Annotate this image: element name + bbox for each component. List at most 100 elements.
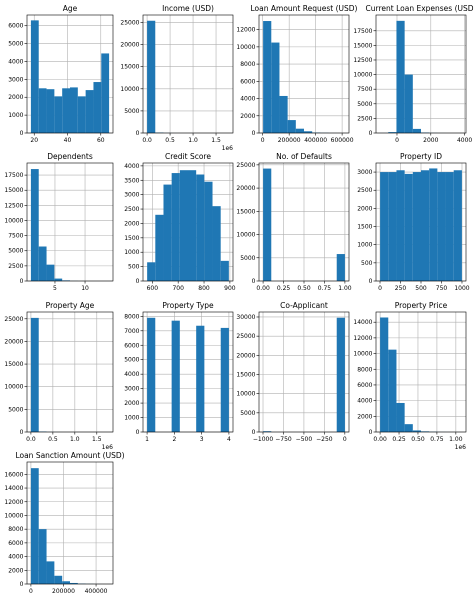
y-tick-label: 8000 (124, 313, 139, 320)
bar (220, 327, 229, 432)
x-tick-label: 200000 (52, 588, 75, 595)
x-tick-label: 1.5 (211, 137, 221, 144)
x-tick-label: 1 (145, 436, 149, 443)
y-tick-label: 2500 (357, 187, 372, 194)
bar (263, 21, 272, 133)
y-tick-label: 0 (20, 130, 24, 137)
y-tick-label: 2500 (8, 263, 23, 270)
chart-title: Income (USD) (162, 4, 214, 13)
y-tick-label: 3500 (124, 177, 139, 184)
x-tick-label: 0.75 (318, 285, 332, 292)
bar (101, 53, 110, 133)
y-tick-label: 0 (136, 278, 140, 285)
x-tick-label: 0 (343, 436, 347, 443)
bar (171, 320, 180, 432)
x-tick-label: 0 (395, 137, 399, 144)
plot-frame (26, 14, 114, 134)
y-tick-label: 3000 (124, 192, 139, 199)
x-tick-label: 1.00 (449, 436, 463, 443)
bar (336, 254, 345, 281)
y-tick-label: 8000 (8, 526, 23, 533)
y-tick-label: 500 (128, 264, 140, 271)
x-tick-label: 2000 (423, 137, 438, 144)
x-tick-label: 1.0 (188, 137, 198, 144)
y-tick-label: 1500 (124, 235, 139, 242)
y-tick-label: 12000 (353, 335, 372, 342)
bar (163, 184, 172, 281)
bar (388, 349, 397, 432)
y-tick-label: 17500 (4, 172, 23, 179)
x-tick-label: −500 (296, 436, 313, 443)
y-tick-label: 4000 (240, 96, 255, 103)
x-tick-label: 800 (198, 285, 210, 292)
x-tick-label: 0.25 (392, 436, 406, 443)
y-tick-label: 0 (369, 278, 373, 285)
x-offset-label: 1e6 (102, 444, 114, 451)
x-tick-label: −250 (316, 436, 333, 443)
y-tick-label: 15000 (353, 42, 372, 49)
x-tick-label: 250 (395, 285, 407, 292)
y-tick-label: 7500 (8, 233, 23, 240)
y-tick-label: 5000 (124, 108, 139, 115)
bar (396, 20, 405, 133)
y-tick-label: 5000 (8, 248, 23, 255)
bar (147, 262, 156, 281)
plot-frame (375, 14, 467, 134)
bar (263, 168, 272, 281)
x-tick-label: 0.5 (48, 436, 58, 443)
y-tick-label: 8000 (357, 366, 372, 373)
x-tick-label: 0.0 (26, 436, 36, 443)
y-tick-label: 0 (252, 278, 256, 285)
y-tick-label: 12500 (353, 57, 372, 64)
y-tick-label: 12500 (4, 202, 23, 209)
x-tick-label: 0.00 (256, 285, 270, 292)
bar (38, 529, 47, 584)
bar (380, 172, 389, 281)
bar (412, 128, 421, 133)
y-tick-label: 6000 (357, 382, 372, 389)
x-tick-label: 0 (378, 285, 382, 292)
bar (171, 173, 180, 281)
y-tick-label: 15000 (120, 64, 139, 71)
y-tick-label: 17500 (353, 28, 372, 35)
plot-frame (375, 311, 467, 433)
plot-frame (26, 461, 114, 585)
x-tick-label: 400000 (304, 137, 327, 144)
bar (453, 170, 462, 281)
bar (295, 128, 304, 133)
y-tick-label: 30000 (236, 314, 255, 321)
plot-frame (258, 311, 350, 433)
y-tick-label: 6000 (8, 540, 23, 547)
y-tick-label: 10000 (4, 384, 23, 391)
x-tick-label: 0.5 (165, 137, 175, 144)
y-tick-label: 2000 (124, 220, 139, 227)
y-tick-label: 2500 (357, 115, 372, 122)
chart-title: Credit Score (165, 152, 211, 161)
bar (271, 42, 280, 133)
x-tick-label: 1.5 (92, 436, 102, 443)
y-tick-label: 25000 (236, 333, 255, 340)
y-tick-label: 0 (369, 130, 373, 137)
bar (38, 88, 47, 133)
bar (404, 173, 413, 281)
x-tick-label: 0.25 (277, 285, 291, 292)
chart-title: Current Loan Expenses (USD) (366, 4, 474, 13)
y-tick-label: 5000 (124, 357, 139, 364)
bar (204, 181, 213, 281)
y-tick-label: 16000 (4, 471, 23, 478)
chart-title: Property Age (46, 301, 95, 310)
chart-title: No. of Defaults (276, 152, 332, 161)
y-tick-label: 5000 (8, 41, 23, 48)
y-tick-label: 10000 (4, 512, 23, 519)
x-tick-label: −1000 (253, 436, 273, 443)
x-tick-label: 750 (436, 285, 448, 292)
bar (429, 168, 438, 281)
x-tick-label: 700 (172, 285, 184, 292)
plot-frame (258, 162, 350, 282)
chart-title: Loan Sanction Amount (USD) (15, 451, 124, 460)
y-tick-label: 20000 (236, 185, 255, 192)
y-tick-label: 2000 (124, 400, 139, 407)
x-tick-label: 900 (224, 285, 236, 292)
y-tick-label: 0 (20, 581, 24, 588)
